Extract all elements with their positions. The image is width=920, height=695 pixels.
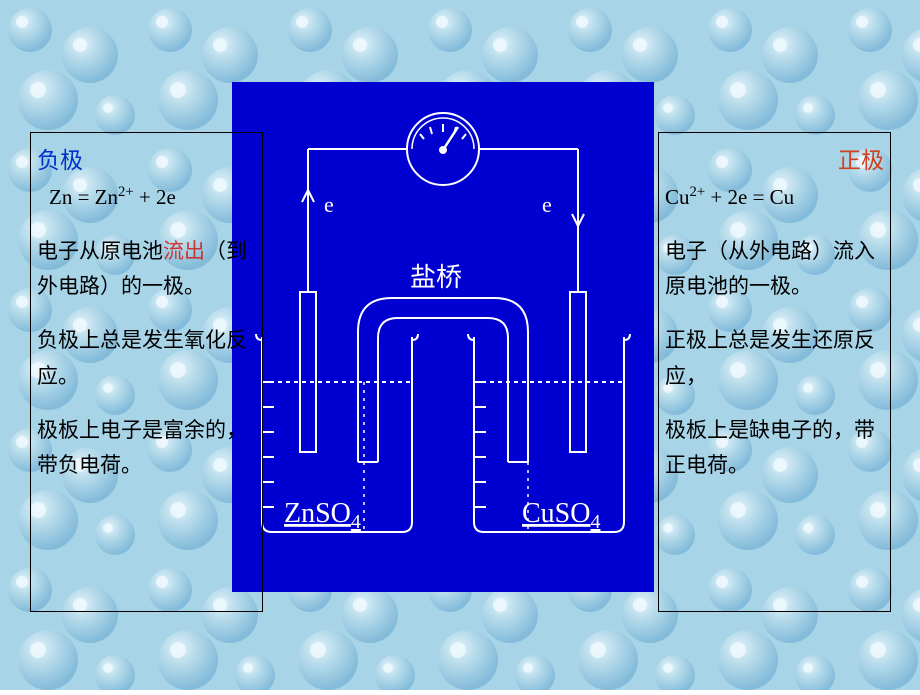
anode-p1-pre: 电子从原电池 xyxy=(37,239,163,263)
anode-box: 负极 Zn = Zn2+ + 2e 电子从原电池流出（到外电路）的一极。 负极上… xyxy=(30,132,263,612)
cathode-box: 正极 Cu2+ + 2e = Cu 电子（从外电路）流入原电池的一极。 正极上总… xyxy=(658,132,891,612)
anode-equation: Zn = Zn2+ + 2e xyxy=(49,180,256,216)
anode-title: 负极 xyxy=(37,141,256,180)
cathode-equation: Cu2+ + 2e = Cu xyxy=(665,180,884,216)
anode-p1: 电子从原电池流出（到外电路）的一极。 xyxy=(37,234,256,305)
cathode-p3: 极板上是缺电子的，带正电荷。 xyxy=(665,413,884,484)
anode-p1-red: 流出 xyxy=(163,239,205,263)
cathode-title: 正极 xyxy=(665,141,884,180)
beaker-right-label: CuSO4 xyxy=(522,498,600,533)
anode-p2: 负极上总是发生氧化反应。 xyxy=(37,323,256,394)
cathode-p1: 电子（从外电路）流入原电池的一极。 xyxy=(665,234,884,305)
anode-p3: 极板上电子是富余的，带负电荷。 xyxy=(37,413,256,484)
e-label-left: e xyxy=(324,192,334,217)
galvanic-cell-diagram: e e 盐桥 ZnSO4 CuSO4 xyxy=(232,82,654,592)
e-label-right: e xyxy=(542,192,552,217)
beaker-left-label: ZnSO4 xyxy=(284,498,361,533)
salt-bridge-label: 盐桥 xyxy=(410,263,462,292)
cathode-p2: 正极上总是发生还原反应， xyxy=(665,323,884,394)
